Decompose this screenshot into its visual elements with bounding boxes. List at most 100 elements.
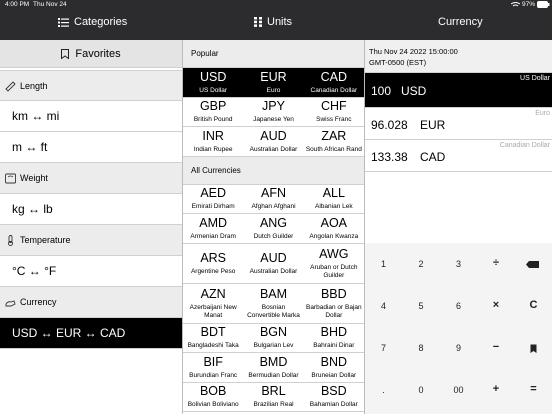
- battery-icon: [537, 1, 550, 8]
- top-bar: 4:00 PM Thu Nov 24 97% Categories Units …: [0, 0, 552, 40]
- unit-cell[interactable]: INR Indian Rupee: [183, 127, 243, 156]
- favorite-item[interactable]: m ↔ ft: [0, 132, 182, 163]
- unit-name: Bulgarian Lev: [253, 342, 294, 350]
- unit-code: AUD: [260, 250, 287, 265]
- currency-row[interactable]: US Dollar 100 USD: [365, 73, 552, 108]
- currency-row[interactable]: Canadian Dollar 133.38 CAD: [365, 140, 552, 172]
- unit-cell[interactable]: AUD Australian Dollar: [243, 244, 303, 283]
- key[interactable]: C: [529, 299, 538, 311]
- key[interactable]: −: [492, 341, 500, 353]
- status-time: 4:00 PM: [5, 1, 30, 8]
- key[interactable]: 00: [453, 385, 464, 395]
- key[interactable]: 6: [455, 301, 461, 311]
- key[interactable]: 9: [455, 343, 461, 353]
- key[interactable]: 8: [418, 343, 424, 353]
- units-tab[interactable]: Units: [254, 16, 292, 28]
- unit-cell[interactable]: ANG Dutch Guilder: [243, 214, 303, 243]
- wifi-icon: [511, 2, 520, 7]
- unit-name: Swiss Franc: [316, 116, 352, 124]
- unit-cell[interactable]: BIF Burundian Franc: [183, 353, 243, 382]
- unit-cell[interactable]: BAM Bosnian Convertible Marka: [243, 284, 303, 323]
- grid-icon: [254, 17, 262, 27]
- unit-cell[interactable]: AED Emirati Dirham: [183, 185, 243, 214]
- currency-rows: US Dollar 100 USD Euro 96.028 EUR Canadian Dol…: [365, 73, 552, 172]
- unit-cell[interactable]: AFN Afghan Afghani: [243, 185, 303, 214]
- categories-panel: Favorites Length km ↔ mi m ↔ ft Weight kg ↔ …: [0, 40, 182, 414]
- amount: 100: [371, 84, 392, 98]
- unit-code: AWG: [319, 246, 349, 261]
- currency-tab[interactable]: Currency: [438, 16, 483, 28]
- backspace-key[interactable]: [515, 260, 552, 270]
- unit-cell[interactable]: ZAR South African Rand: [304, 127, 364, 156]
- key[interactable]: 5: [418, 301, 424, 311]
- list-icon: [58, 17, 69, 27]
- unit-cell[interactable]: ARS Argentine Peso: [183, 244, 243, 283]
- unit-row: INR Indian Rupee AUD Australian Dollar ZAR So…: [183, 127, 364, 157]
- unit-name: Emirati Dirham: [191, 203, 235, 211]
- unit-cell[interactable]: BGN Bulgarian Lev: [243, 324, 303, 353]
- unit-cell[interactable]: JPY Japanese Yen: [243, 98, 303, 127]
- unit-cell[interactable]: CHF Swiss Franc: [304, 98, 364, 127]
- unit-cell[interactable]: ALL Albanian Lek: [304, 185, 364, 214]
- favorite-item[interactable]: km ↔ mi: [0, 101, 182, 132]
- unit-cell[interactable]: BRL Brazilian Real: [243, 383, 303, 412]
- timezone: GMT-0500 (EST): [369, 58, 427, 67]
- categories-tab[interactable]: Categories: [58, 16, 127, 28]
- favorite-item[interactable]: USD ↔ EUR ↔ CAD: [0, 318, 182, 349]
- unit-name: Argentine Peso: [190, 267, 236, 275]
- key[interactable]: 7: [380, 343, 386, 353]
- unit-cell[interactable]: EUR Euro: [243, 68, 303, 97]
- key[interactable]: 0: [418, 385, 424, 395]
- key[interactable]: =: [530, 383, 537, 395]
- unit-code: BBD: [320, 286, 347, 301]
- key[interactable]: 3: [455, 259, 461, 269]
- unit-row: BDT Bangladeshi Taka BGN Bulgarian Lev BHD Ba…: [183, 324, 364, 353]
- key[interactable]: ÷: [492, 257, 500, 269]
- bookmark-key[interactable]: [515, 344, 552, 354]
- section-header: Popular: [183, 40, 364, 68]
- key[interactable]: 1: [380, 259, 386, 269]
- tab-label: Categories: [74, 16, 128, 28]
- unit-cell[interactable]: AWG Aruban or Dutch Guilder: [304, 244, 364, 283]
- unit-row: BOB Bolivian Boliviano BRL Brazilian Real BS…: [183, 383, 364, 412]
- key[interactable]: 4: [380, 301, 386, 311]
- icon: [5, 300, 16, 307]
- unit-code: USD: [199, 69, 227, 84]
- unit-cell[interactable]: BMD Bermudian Dollar: [243, 353, 303, 382]
- category-header: Currency: [0, 287, 182, 318]
- unit-cell[interactable]: AOA Angolan Kwanza: [304, 214, 364, 243]
- unit-cell[interactable]: USD US Dollar: [183, 68, 243, 97]
- unit-row: AED Emirati Dirham AFN Afghan Afghani ALL Alb…: [183, 185, 364, 214]
- unit-cell[interactable]: BDT Bangladeshi Taka: [183, 324, 243, 353]
- unit-row: AZN Azerbaijani New Manat BAM Bosnian Conve…: [183, 284, 364, 324]
- unit-cell[interactable]: BND Bruneian Dollar: [304, 353, 364, 382]
- date: Thu Nov 24 2022 15:00:00: [369, 47, 458, 56]
- key[interactable]: 2: [418, 259, 424, 269]
- unit-cell[interactable]: CAD Canadian Dollar: [304, 68, 364, 97]
- status-battery: 97%: [522, 1, 536, 8]
- unit-cell[interactable]: BSD Bahamian Dollar: [304, 383, 364, 412]
- favorite-item[interactable]: kg ↔ lb: [0, 194, 182, 225]
- key[interactable]: ×: [492, 299, 500, 311]
- unit-code: AMD: [199, 215, 228, 230]
- unit-cell[interactable]: BBD Barbadian or Bajan Dollar: [304, 284, 364, 323]
- unit-name: South African Rand: [305, 145, 362, 153]
- unit-cell[interactable]: BHD Bahraini Dinar: [304, 324, 364, 353]
- unit-name: Bahraini Dinar: [313, 342, 355, 350]
- unit-cell[interactable]: AZN Azerbaijani New Manat: [183, 284, 243, 323]
- key[interactable]: .: [382, 385, 385, 395]
- unit-code: BDT: [200, 325, 226, 340]
- unit-name: Bolivian Boliviano: [187, 401, 239, 409]
- favorite-item[interactable]: °C ↔ °F: [0, 256, 182, 287]
- unit-code: AUD: [260, 128, 287, 143]
- unit-cell[interactable]: AMD Armenian Dram: [183, 214, 243, 243]
- unit-name: Indian Rupee: [193, 145, 233, 153]
- key[interactable]: +: [492, 383, 500, 395]
- unit-cell[interactable]: BOB Bolivian Boliviano: [183, 383, 243, 412]
- unit-cell[interactable]: AUD Australian Dollar: [243, 127, 303, 156]
- unit-cell[interactable]: GBP British Pound: [183, 98, 243, 127]
- unit-name: Burundian Franc: [189, 371, 238, 379]
- currency-row[interactable]: Euro 96.028 EUR: [365, 108, 552, 140]
- unit-code: CHF: [320, 99, 347, 114]
- unit-code: BIF: [203, 354, 223, 369]
